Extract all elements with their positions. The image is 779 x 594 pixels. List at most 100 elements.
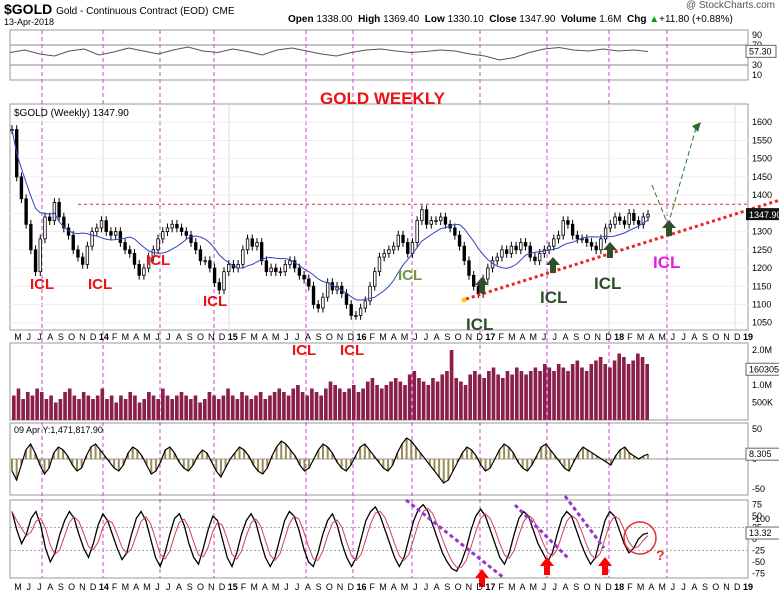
- osc-tick-label: -100: [752, 514, 770, 524]
- close-label: Close: [489, 14, 517, 25]
- ohlc-bar: Open 1338.00 High 1369.40 Low 1330.10 Cl…: [288, 14, 733, 25]
- x-tick-label: A: [305, 332, 311, 342]
- volume-bar: [123, 399, 128, 420]
- x-tick-label-bottom: M: [14, 582, 22, 592]
- volume-bar: [556, 364, 561, 420]
- x-tick-label-bottom: S: [573, 582, 579, 592]
- x-tick-label-bottom: J: [166, 582, 171, 592]
- osc-last-value: 8.305: [749, 449, 772, 459]
- x-tick-label: N: [337, 332, 344, 342]
- volume-tick-label: 500K: [752, 398, 773, 408]
- candle-body: [641, 216, 645, 225]
- volume-bar: [105, 399, 109, 420]
- x-tick-label: O: [712, 332, 719, 342]
- x-tick-label-bottom: 15: [228, 582, 238, 592]
- volume-bar: [421, 381, 426, 420]
- candle-body: [170, 223, 174, 229]
- candle-body: [128, 249, 132, 254]
- volume-bar: [603, 364, 608, 420]
- volume-bar: [212, 395, 216, 420]
- x-tick-label: O: [68, 332, 75, 342]
- x-tick-label: M: [379, 332, 387, 342]
- volume-bar: [487, 371, 491, 420]
- candle-body: [217, 282, 221, 291]
- candle-body: [189, 234, 193, 243]
- volume-bar: [16, 388, 21, 420]
- volume-bar: [594, 360, 598, 420]
- candle-body: [179, 227, 184, 232]
- volume-bar: [435, 381, 440, 420]
- exchange: CME: [212, 6, 235, 17]
- x-tick-label-bottom: N: [594, 582, 601, 592]
- candle-body: [76, 249, 80, 258]
- volume-bar: [268, 395, 272, 420]
- green-up-arrow: [662, 220, 676, 236]
- volume-bar: [403, 385, 407, 420]
- volume-bar: [640, 357, 645, 420]
- x-tick-label-bottom: M: [658, 582, 666, 592]
- volume-bar: [193, 395, 198, 420]
- candle-body: [269, 267, 273, 273]
- icl-label: ICL: [594, 274, 621, 293]
- x-tick-label: M: [122, 332, 130, 342]
- x-tick-label: J: [26, 332, 31, 342]
- volume-bar: [207, 392, 212, 420]
- osc-label: 09 Apr Y:1,471,817.90: [14, 425, 103, 435]
- candle-body: [509, 245, 514, 254]
- candle-body: [203, 260, 207, 263]
- volume-bar: [291, 388, 296, 420]
- volume-bar: [379, 388, 384, 420]
- volume-bar: [216, 399, 221, 420]
- x-tick-label-bottom: F: [627, 582, 633, 592]
- candle-body: [486, 267, 490, 280]
- candle-body: [292, 260, 297, 269]
- candle-body: [406, 242, 410, 254]
- candle-body: [420, 209, 424, 222]
- candle-body: [255, 242, 259, 247]
- candle-body: [646, 214, 650, 218]
- candle-body: [184, 231, 189, 236]
- sto-tick-label: -25: [752, 545, 765, 555]
- x-tick-label: J: [155, 332, 160, 342]
- candle-body: [241, 249, 245, 265]
- rsi-tick-label: 90: [752, 30, 762, 40]
- candle-body: [151, 249, 156, 258]
- candle-body: [245, 238, 250, 251]
- candle-body: [453, 227, 457, 236]
- x-tick-label-bottom: M: [508, 582, 516, 592]
- volume-bar: [477, 374, 482, 420]
- candle-body: [66, 227, 71, 236]
- x-tick-label: F: [370, 332, 376, 342]
- volume-bar: [491, 367, 496, 420]
- x-tick-label: D: [734, 332, 741, 342]
- x-tick-label: S: [702, 332, 708, 342]
- volume-bar: [449, 350, 454, 420]
- x-tick-label-bottom: D: [476, 582, 483, 592]
- price-tick-label: 1100: [752, 299, 771, 309]
- volume-bar: [170, 399, 174, 420]
- x-tick-label-bottom: F: [370, 582, 376, 592]
- candle-body: [377, 256, 382, 273]
- volume-bar: [589, 364, 594, 420]
- candle-body: [146, 256, 151, 269]
- x-tick-label-bottom: A: [262, 582, 268, 592]
- volume-bar: [249, 399, 254, 420]
- volume-bar: [431, 378, 435, 420]
- x-tick-label: S: [58, 332, 64, 342]
- volume-bar: [617, 353, 622, 420]
- volume-bar: [584, 371, 589, 420]
- icl-label: ICL: [30, 276, 54, 293]
- candle-body: [373, 271, 377, 287]
- icl-label: ICL: [146, 252, 170, 269]
- candle-body: [38, 238, 42, 273]
- volume-bar: [244, 395, 249, 420]
- x-tick-label-bottom: A: [47, 582, 53, 592]
- low-value: 1330.10: [447, 14, 484, 25]
- sto-tick-label: -75: [752, 568, 765, 578]
- candle-body: [24, 198, 28, 225]
- open-value: 1338.00: [316, 14, 353, 25]
- volume-bar: [612, 360, 617, 420]
- price-last-box: [746, 208, 779, 221]
- x-tick-label-bottom: D: [734, 582, 741, 592]
- candle-body: [259, 242, 264, 262]
